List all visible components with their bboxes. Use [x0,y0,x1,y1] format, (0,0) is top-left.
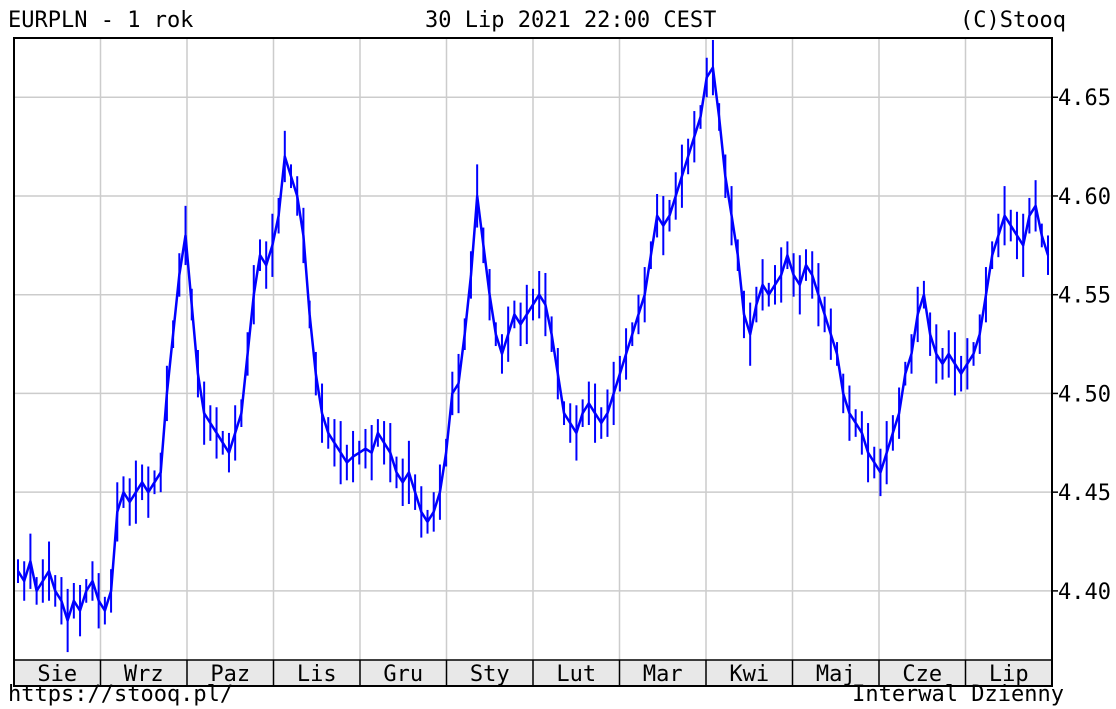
x-axis-ticks: Sie Wrz Paz Lis Gru Sty Lut Mar Kwi Maj Cze Lip [37,662,1028,687]
y-tick-label: 4.50 [1058,382,1111,407]
x-tick-label: Wrz [124,662,164,687]
y-tick-label: 4.55 [1058,284,1111,309]
chart-grid [14,38,1052,660]
chart-title: EURPLN - 1 rok [8,8,194,33]
y-tick-label: 4.40 [1058,580,1111,605]
source-url-link[interactable]: https://stooq.pl/ [8,682,234,707]
price-line [16,66,1050,622]
y-axis-ticks: 4.40 4.45 4.50 4.55 4.60 4.65 [1052,86,1111,605]
copyright-label: (C)Stooq [960,8,1066,33]
x-tick-label: Maj [816,662,856,687]
x-tick-label: Sty [470,662,510,687]
y-tick-label: 4.45 [1058,481,1111,506]
month-axis-bar [13,659,1052,686]
x-tick-label: Lis [297,662,337,687]
x-tick-label: Lip [989,662,1029,687]
y-tick-label: 4.65 [1058,86,1111,111]
price-series [16,39,1050,653]
plot-frame [13,37,1053,687]
x-tick-label: Paz [210,662,250,687]
chart-datetime: 30 Lip 2021 22:00 CEST [425,8,717,33]
interval-label: Interwal Dzienny [852,682,1064,707]
x-tick-label: Kwi [729,662,769,687]
x-tick-label: Gru [383,662,423,687]
x-tick-label: Lut [556,662,596,687]
y-tick-label: 4.60 [1058,185,1111,210]
x-tick-label: Sie [37,662,77,687]
x-tick-label: Cze [902,662,942,687]
x-tick-label: Mar [643,662,683,687]
